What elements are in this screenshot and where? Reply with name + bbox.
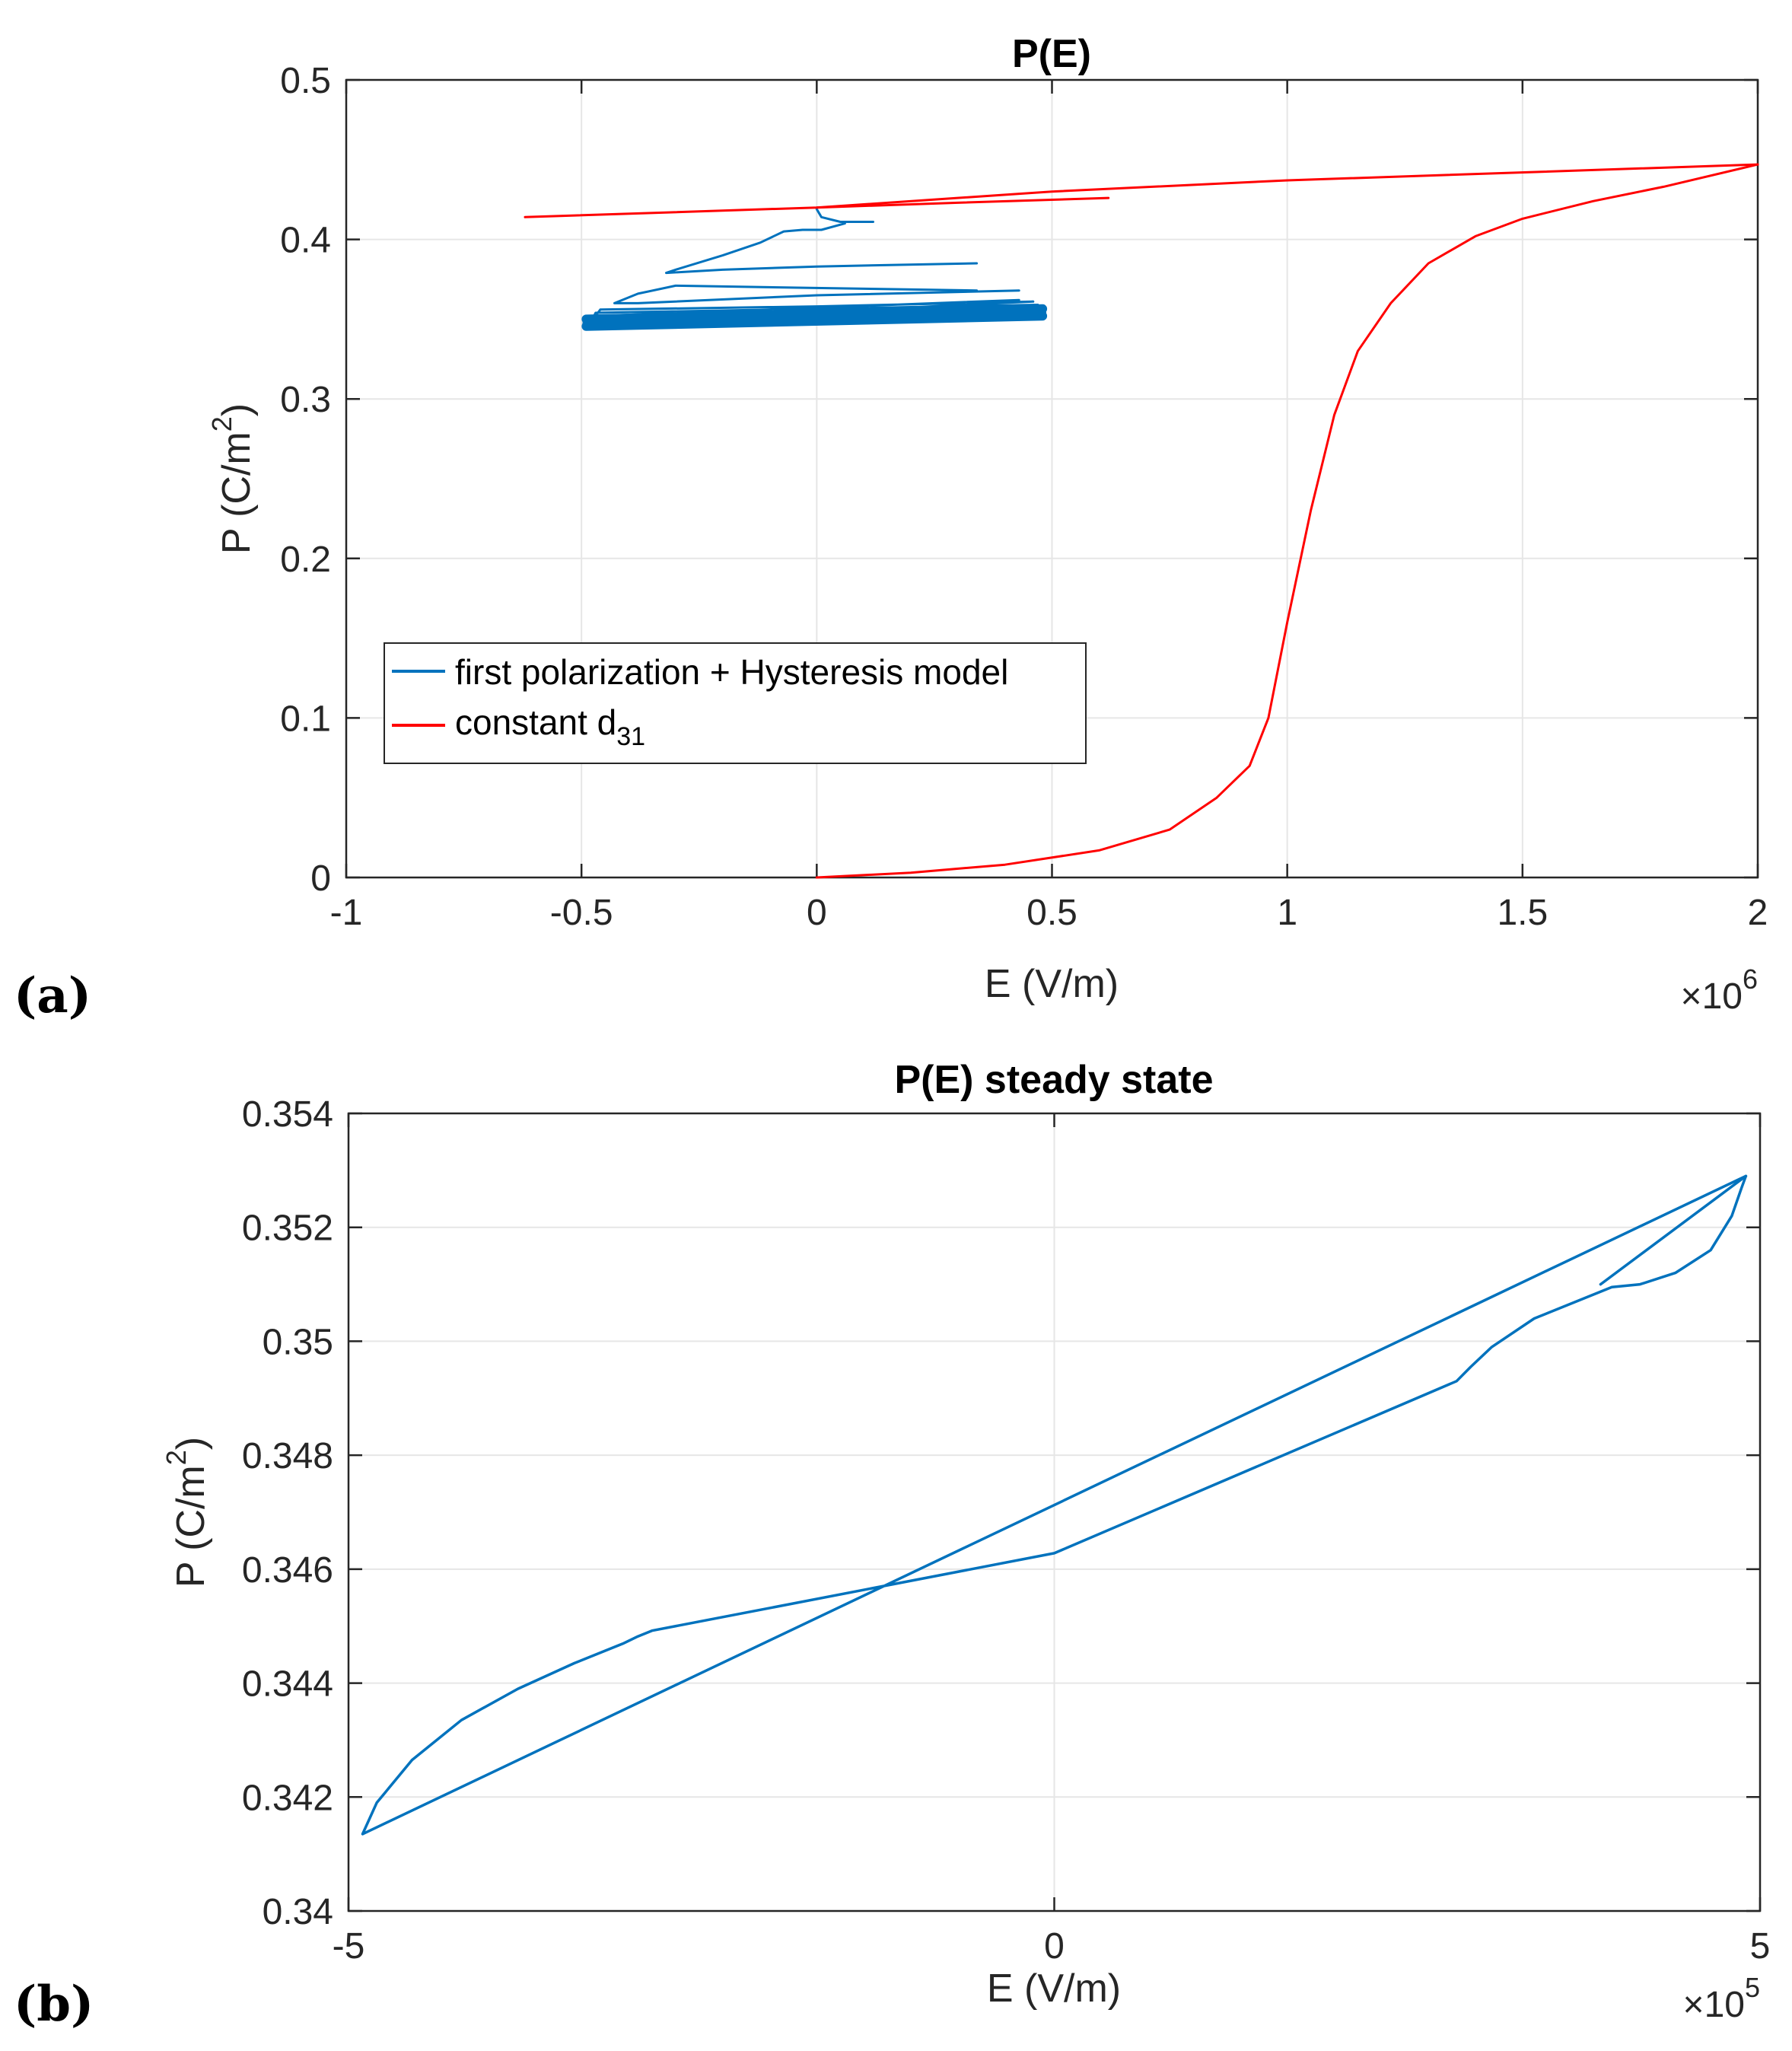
chart-b-ylabel-end: ) [169, 1437, 213, 1450]
legend-label-constant-d31: constant d31 [455, 702, 645, 751]
legend-label-first-polarization-text: first polarization + Hysteresis model [455, 652, 1008, 692]
chart-b-grid [348, 1113, 1761, 1912]
chart-b-xtick-label: -5 [333, 1926, 365, 1967]
panel-label-b: (b) [14, 1976, 94, 2033]
chart-b: -5 0 5 0.34 0.342 0.344 0.346 0.348 0.35 0.352 0.3… [161, 1058, 1770, 2025]
chart-b-ytick-label: 0.352 [242, 1209, 333, 1249]
chart-a-ylabel-sup: 2 [206, 416, 237, 432]
chart-a-legend: first polarization + Hysteresis model co… [384, 642, 1087, 764]
chart-b-ytick-label: 0.348 [242, 1436, 333, 1476]
chart-a-xtick-label: 1.5 [1497, 893, 1548, 933]
chart-b-ytick-label: 0.342 [242, 1778, 333, 1818]
chart-b-series-line [1599, 1174, 1748, 1286]
panel-label-a: (a) [14, 967, 91, 1024]
chart-b-ytick-label: 0.34 [263, 1892, 333, 1932]
chart-b-xtick-label: 0 [1044, 1926, 1065, 1967]
chart-a-ylabel-main: P (C/m [215, 432, 259, 554]
chart-b-ytick-label: 0.346 [242, 1550, 333, 1591]
chart-a-series-line [581, 304, 1048, 324]
chart-b-xtick-label: 5 [1750, 1926, 1771, 1967]
chart-a-x-multiplier: ×106 [1681, 963, 1758, 1017]
chart-a-series-line [815, 196, 1110, 209]
chart-a-legend-box [384, 642, 1087, 764]
chart-a-ytick-label: 0.1 [280, 699, 331, 739]
chart-a-plot-area [524, 163, 1759, 879]
chart-a-series-line [582, 309, 1047, 327]
chart-a-ytick-label: 0.5 [280, 61, 331, 101]
chart-a-xtick-label: 2 [1748, 893, 1768, 933]
chart-a-ytick-label: 0 [310, 858, 331, 899]
chart-a-xlabel: E (V/m) [985, 962, 1119, 1006]
legend-label-first-polarization: first polarization + Hysteresis model [455, 652, 1008, 692]
chart-a-ylabel: P (C/m2) [206, 403, 259, 554]
chart-a-ylabel-end: ) [215, 403, 259, 416]
chart-a: -1 -0.5 0 0.5 1 1.5 2 0 0.1 0.2 0.3 0.4 0.5 P(E) E (… [206, 32, 1768, 1017]
chart-a-x-multiplier-base: ×10 [1681, 976, 1743, 1017]
chart-a-series-line [815, 163, 1759, 879]
chart-a-ytick-label: 0.2 [280, 540, 331, 580]
chart-b-series-line [361, 1174, 1748, 1836]
chart-a-series-line [524, 163, 1759, 218]
legend-label-constant-d31-text: constant d [455, 702, 616, 742]
chart-b-plot-area [361, 1174, 1748, 1836]
chart-a-ytick-label: 0.4 [280, 221, 331, 261]
legend-label-constant-d31-sub: 31 [616, 722, 645, 751]
chart-a-series-line [613, 284, 1020, 304]
chart-b-ytick-label: 0.354 [242, 1094, 333, 1135]
chart-a-title: P(E) [1012, 32, 1091, 76]
chart-b-ylabel: P (C/m2) [161, 1437, 213, 1588]
chart-a-ticks: -1 -0.5 0 0.5 1 1.5 2 0 0.1 0.2 0.3 0.4 0.5 [280, 61, 1768, 933]
chart-b-x-multiplier-exp: 5 [1745, 1972, 1760, 2003]
chart-b-title: P(E) steady state [894, 1058, 1213, 1102]
chart-b-ylabel-sup: 2 [161, 1450, 192, 1465]
chart-a-series-line [665, 222, 979, 275]
chart-a-x-multiplier-exp: 6 [1743, 963, 1758, 995]
chart-a-series-line [815, 208, 874, 223]
chart-b-x-multiplier: ×105 [1683, 1972, 1760, 2025]
chart-b-x-multiplier-base: ×10 [1683, 1985, 1745, 2025]
chart-a-xtick-label: 0 [807, 893, 827, 933]
chart-a-ytick-label: 0.3 [280, 380, 331, 420]
chart-a-xtick-label: 0.5 [1027, 893, 1077, 933]
chart-b-ticks: -5 0 5 0.34 0.342 0.344 0.346 0.348 0.35 0.352 0.3… [242, 1094, 1770, 1967]
chart-b-ylabel-main: P (C/m [169, 1465, 213, 1588]
chart-b-ytick-label: 0.35 [263, 1322, 333, 1362]
chart-a-xtick-label: 1 [1277, 893, 1297, 933]
chart-b-xlabel: E (V/m) [987, 1967, 1121, 2011]
chart-a-xtick-label: -1 [330, 893, 363, 933]
chart-b-ytick-label: 0.344 [242, 1664, 333, 1705]
chart-a-xtick-label: -0.5 [550, 893, 613, 933]
